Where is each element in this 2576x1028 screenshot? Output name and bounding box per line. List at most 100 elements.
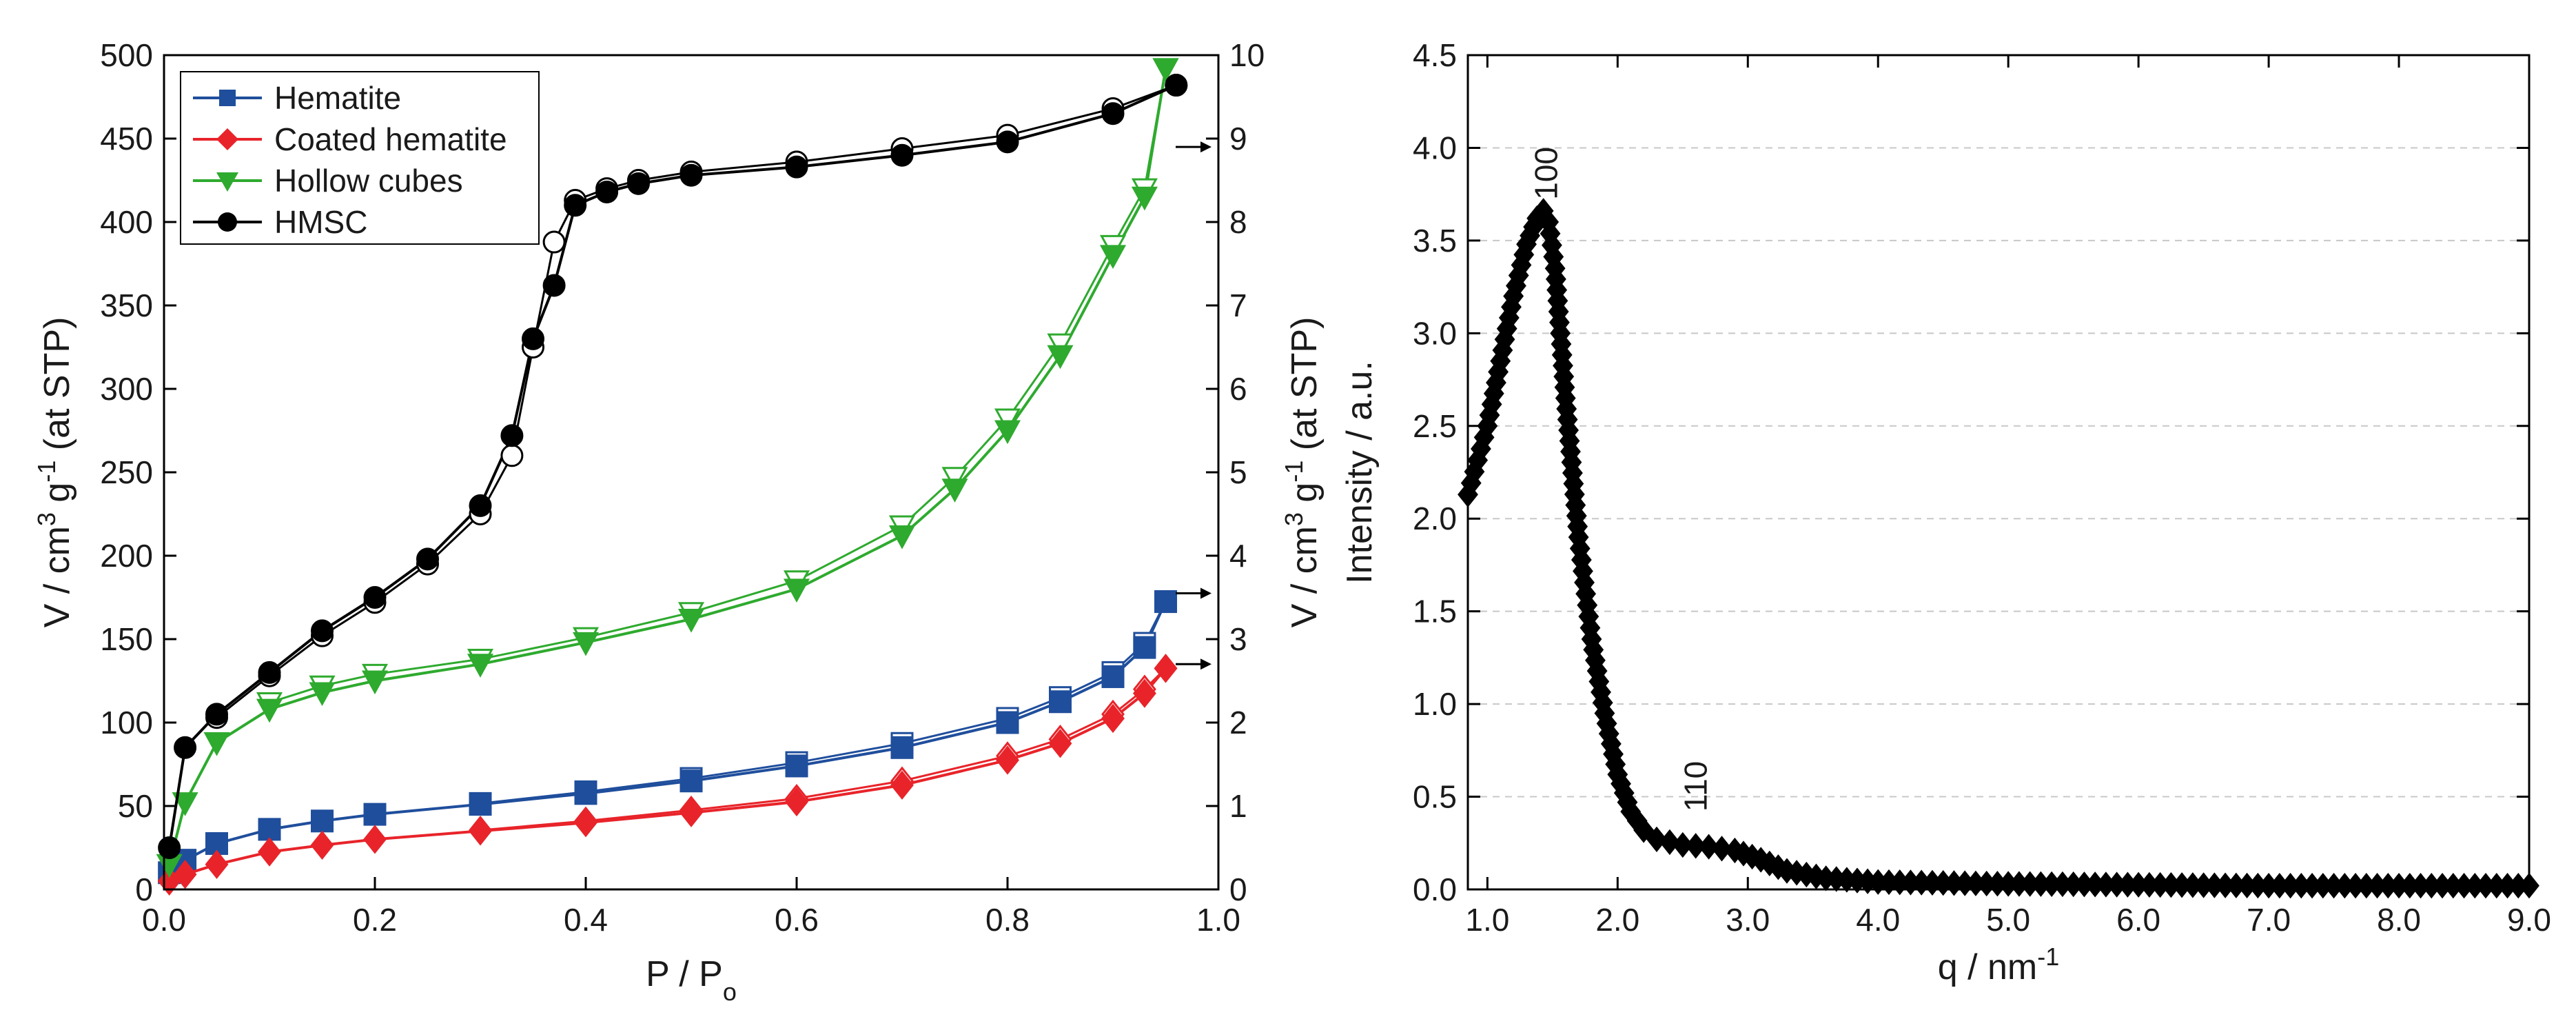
saxs-x-tick-label: 5.0 [1986, 902, 2030, 938]
adsorption-point-hmsc [785, 155, 808, 179]
saxs-x-tick-label: 6.0 [2116, 902, 2160, 938]
isotherm-left-y-tick-label: 400 [100, 204, 153, 240]
legend-entry-coated-hematite: Coated hematite [193, 121, 507, 157]
adsorption-point-hematite [574, 782, 597, 805]
isotherm-x-tick-label: 0.0 [142, 902, 186, 938]
isotherm-right-y-tick-label: 4 [1229, 538, 1247, 574]
saxs-point [1685, 833, 1706, 859]
isotherm-annotation-arrows [1176, 141, 1212, 670]
adsorption-point-hmsc [500, 424, 524, 447]
isotherm-x-tick-label: 0.8 [985, 902, 1030, 938]
adsorption-point-hollow-cubes [172, 792, 198, 816]
desorption-point-hollow-cubes [1047, 333, 1074, 358]
adsorption-point-coated-hematite [258, 837, 281, 867]
adsorption-point-hematite [258, 818, 281, 841]
legend-marker-hollow-cubes [216, 172, 238, 192]
adsorption-point-hollow-cubes [467, 654, 494, 678]
isotherm-legend: Hematite Coated hematite Hollow cubes HM… [180, 71, 540, 245]
desorption-point-hollow-cubes [941, 467, 968, 491]
adsorption-point-hematite [996, 711, 1019, 734]
adsorption-point-hmsc [158, 836, 181, 859]
adsorption-point-hmsc [258, 661, 281, 684]
saxs-x-axis-title: q / nm-1 [1938, 943, 2060, 988]
adsorption-point-hmsc [416, 547, 439, 571]
isotherm-right-y-tick-label: 3 [1229, 621, 1247, 657]
isotherm-right-y-tick-label: 5 [1229, 454, 1247, 490]
saxs-y-tick-label: 0.0 [1413, 871, 1457, 907]
desorption-line-hollow-cubes [269, 68, 1167, 704]
legend-label-coated-hematite: Coated hematite [274, 121, 507, 157]
desorption-point-hmsc [500, 444, 524, 467]
isotherm-left-y-axis-title: V / cm3 g-1 (at STP) [32, 317, 78, 628]
adsorption-point-hematite [890, 736, 914, 759]
series-coated-hematite [157, 654, 1178, 896]
isotherm-right-y-tick-label: 0 [1229, 871, 1247, 907]
adsorption-point-hmsc [564, 194, 587, 217]
saxs-x-tick-label: 4.0 [1856, 902, 1900, 938]
isotherm-left-y-tick-label: 150 [100, 621, 153, 657]
isotherm-left-y-tick-label: 50 [118, 788, 153, 824]
isotherm-chart: 0.0 0.2 0.4 0.6 0.8 1.00501001502002503003504… [32, 37, 1325, 1006]
adsorption-point-hematite [679, 769, 703, 793]
saxs-y-tick-label: 3.5 [1413, 223, 1457, 259]
saxs-point [1646, 826, 1667, 853]
adsorption-point-hollow-cubes [572, 632, 600, 656]
isotherm-series-layer [156, 58, 1188, 896]
adsorption-point-hollow-cubes [941, 478, 968, 503]
saxs-peak-label-110: 110 [1678, 761, 1714, 812]
adsorption-point-hematite [1154, 590, 1177, 614]
isotherm-left-y-tick-label: 500 [100, 37, 153, 73]
desorption-line-coated-hematite [480, 667, 1167, 832]
axis-arrow [1176, 141, 1212, 153]
isotherm-right-y-tick-label: 6 [1229, 371, 1247, 407]
saxs-point [1672, 832, 1693, 858]
desorption-point-hmsc [542, 230, 566, 254]
saxs-y-tick-label: 2.0 [1413, 501, 1457, 536]
adsorption-point-hematite [1101, 665, 1125, 688]
adsorption-point-hollow-cubes [994, 420, 1021, 445]
isotherm-x-tick-label: 0.2 [353, 902, 397, 938]
isotherm-right-y-tick-label: 7 [1229, 288, 1247, 323]
saxs-y-tick-label: 3.0 [1413, 315, 1457, 351]
axis-arrow [1176, 658, 1212, 670]
saxs-x-tick-label: 7.0 [2247, 902, 2291, 938]
saxs-x-tick-label: 1.0 [1465, 902, 1509, 938]
adsorption-point-hollow-cubes [1099, 245, 1127, 270]
isotherm-right-y-tick-label: 8 [1229, 204, 1247, 240]
adsorption-line-coated-hematite [168, 667, 1167, 883]
adsorption-point-hmsc [174, 736, 197, 759]
saxs-y-tick-label: 2.5 [1413, 408, 1457, 444]
adsorption-point-hollow-cubes [783, 578, 810, 603]
isotherm-right-y-tick-label: 2 [1229, 705, 1247, 740]
saxs-chart: 0.0 0.5 1.0 1.5 2.0 2.5 3.0 3.5 4.0 4.5 1.0 2.0 3.0 4… [1340, 37, 2551, 987]
saxs-x-tick-label: 8.0 [2377, 902, 2421, 938]
saxs-ticks: 0.0 0.5 1.0 1.5 2.0 2.5 3.0 3.5 4.0 4.5 1.0 2.0 3.0 4… [1413, 37, 2551, 938]
adsorption-point-hmsc [1165, 74, 1188, 97]
adsorption-point-hmsc [627, 172, 650, 195]
legend-box [180, 71, 540, 245]
saxs-y-tick-label: 4.0 [1413, 130, 1457, 165]
adsorption-point-coated-hematite [363, 825, 387, 854]
saxs-y-tick-label: 1.0 [1413, 686, 1457, 722]
saxs-point [1698, 834, 1719, 860]
adsorption-point-hmsc [469, 494, 492, 517]
saxs-y-tick-label: 0.5 [1413, 779, 1457, 815]
isotherm-right-y-axis-title: V / cm3 g-1 (at STP) [1280, 317, 1325, 628]
adsorption-point-coated-hematite [205, 849, 229, 879]
adsorption-point-hematite [363, 803, 387, 826]
legend-marker-hematite [219, 90, 236, 106]
adsorption-point-hollow-cubes [256, 698, 283, 723]
legend-label-hollow-cubes: Hollow cubes [274, 163, 463, 199]
saxs-point [1711, 836, 1732, 862]
legend-entry-hematite: Hematite [193, 80, 401, 116]
desorption-point-hollow-cubes [994, 408, 1021, 433]
isotherm-x-axis-title: P / Po [646, 954, 737, 1006]
adsorption-point-hmsc [542, 274, 566, 297]
adsorption-point-hmsc [205, 703, 228, 726]
adsorption-point-hematite [785, 754, 808, 778]
series-hmsc [158, 74, 1188, 859]
adsorption-point-hollow-cubes [1131, 186, 1158, 211]
legend-entry-hmsc: HMSC [193, 204, 367, 240]
saxs-plot-frame [1466, 54, 2531, 891]
